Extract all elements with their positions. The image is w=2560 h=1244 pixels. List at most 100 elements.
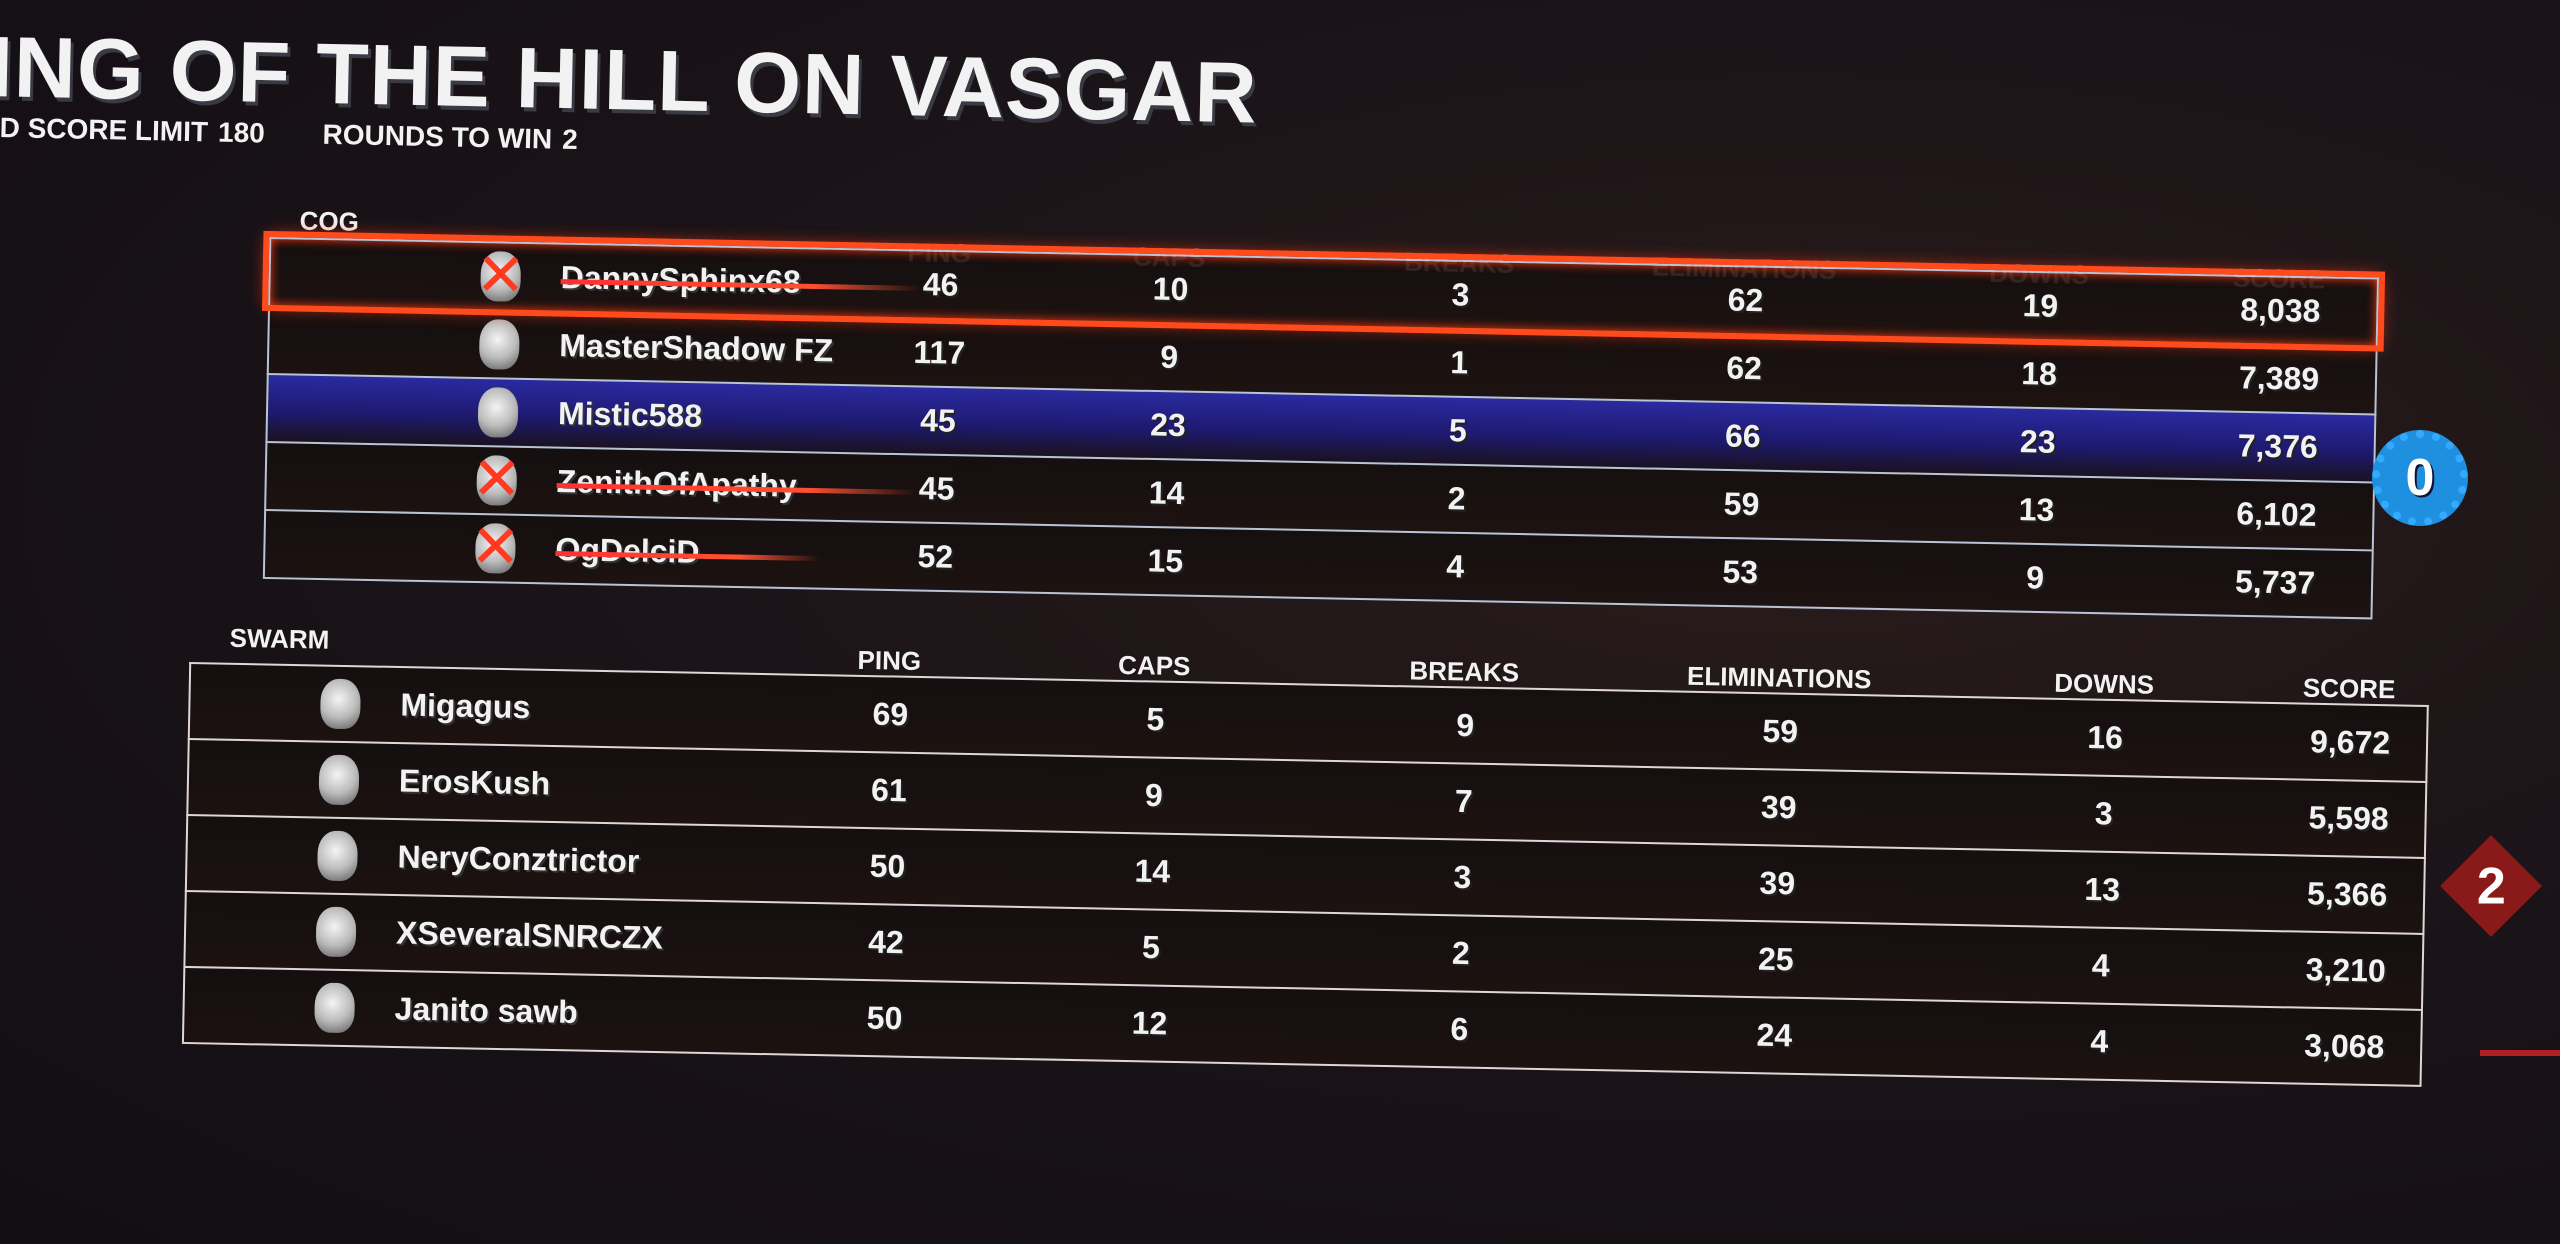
player-name[interactable]: MasterShadow FZ xyxy=(559,327,834,369)
player-name[interactable]: XSeveralSNRCZX xyxy=(395,914,664,956)
player-breaks: 9 xyxy=(1456,706,1475,744)
player-avatar-icon xyxy=(478,319,520,370)
player-ping: 50 xyxy=(869,847,906,885)
player-caps: 9 xyxy=(1160,338,1179,375)
player-breaks: 1 xyxy=(1449,344,1469,381)
player-avatar-icon xyxy=(314,982,356,1034)
player-breaks: 6 xyxy=(1450,1010,1469,1048)
player-ping: 46 xyxy=(922,266,959,303)
swarm-rounds-won: 2 xyxy=(2476,856,2506,915)
player-name[interactable]: Janito sawb xyxy=(394,990,579,1031)
player-breaks: 7 xyxy=(1454,782,1474,820)
player-ping: 61 xyxy=(870,771,908,809)
player-score: 7,376 xyxy=(2237,427,2319,465)
player-caps: 14 xyxy=(1134,852,1171,890)
team-label-swarm: SWARM xyxy=(229,622,330,655)
player-ping: 69 xyxy=(872,695,909,733)
player-downs: 16 xyxy=(2087,718,2124,756)
player-eliminations: 39 xyxy=(1760,788,1797,826)
cog-scoreboard: COG ✕ DannySphinx68 46 10 3 62 19 8,038 MasterSh… xyxy=(262,205,2385,620)
player-score: 5,737 xyxy=(2234,563,2316,601)
player-caps: 5 xyxy=(1146,700,1165,738)
player-score: 3,210 xyxy=(2305,951,2387,989)
player-avatar-icon xyxy=(477,387,519,438)
player-avatar-icon: ✕ xyxy=(470,513,522,581)
column-header-caps[interactable]: CAPS xyxy=(1117,649,1191,682)
column-header-downs[interactable]: DOWNS xyxy=(2054,667,2155,700)
player-score: 5,366 xyxy=(2306,875,2388,913)
player-name[interactable]: OgDelciD xyxy=(555,531,700,570)
eliminated-x-icon: ✕ xyxy=(469,512,522,581)
player-downs: 13 xyxy=(2084,870,2121,908)
player-eliminations: 59 xyxy=(1723,485,1760,523)
player-name[interactable]: ZenithOfApathy xyxy=(556,463,798,504)
player-name[interactable]: Migagus xyxy=(400,686,531,726)
player-caps: 10 xyxy=(1152,270,1189,308)
player-score: 6,102 xyxy=(2236,495,2317,533)
player-score: 9,672 xyxy=(2309,723,2391,761)
column-header-ping[interactable]: PING xyxy=(857,644,922,677)
player-name[interactable]: DannySphinx68 xyxy=(560,259,802,300)
player-caps: 12 xyxy=(1131,1004,1168,1042)
player-downs: 19 xyxy=(2022,287,2059,324)
player-score: 7,389 xyxy=(2238,359,2320,397)
player-ping: 52 xyxy=(917,537,954,575)
player-downs: 9 xyxy=(2025,559,2045,596)
swarm-rounds-emblem-icon: 2 xyxy=(2440,835,2542,937)
player-eliminations: 24 xyxy=(1756,1016,1793,1054)
player-avatar-icon: ✕ xyxy=(471,445,523,513)
player-caps: 15 xyxy=(1147,542,1184,580)
player-ping: 117 xyxy=(913,333,966,371)
score-limit-value: 180 xyxy=(217,116,266,149)
player-breaks: 5 xyxy=(1448,412,1468,449)
player-score: 5,598 xyxy=(2308,799,2390,837)
player-downs: 18 xyxy=(2020,355,2058,392)
column-header-score[interactable]: SCORE xyxy=(2302,672,2396,705)
player-breaks: 3 xyxy=(1453,858,1472,896)
cog-rounds-emblem-icon: 0 xyxy=(2372,430,2468,526)
player-ping: 42 xyxy=(867,923,905,961)
player-breaks: 2 xyxy=(1451,934,1471,972)
swarm-accent-bar xyxy=(2480,1050,2560,1056)
player-caps: 14 xyxy=(1148,474,1185,512)
player-downs: 4 xyxy=(2090,1023,2109,1060)
player-avatar-icon xyxy=(318,754,360,806)
player-avatar-icon xyxy=(315,906,357,958)
player-eliminations: 66 xyxy=(1724,417,1761,455)
eliminated-x-icon: ✕ xyxy=(471,444,523,513)
column-header-eliminations[interactable]: ELIMINATIONS xyxy=(1686,660,1872,695)
score-limit-label: D SCORE LIMIT xyxy=(0,112,209,148)
player-caps: 9 xyxy=(1144,776,1164,814)
player-eliminations: 25 xyxy=(1757,940,1794,978)
player-ping: 45 xyxy=(919,402,957,439)
player-ping: 50 xyxy=(866,999,903,1037)
player-breaks: 2 xyxy=(1447,480,1466,517)
player-breaks: 4 xyxy=(1446,548,1465,585)
player-downs: 23 xyxy=(2019,423,2056,460)
player-name[interactable]: NeryConztrictor xyxy=(397,838,640,880)
player-score: 3,068 xyxy=(2303,1027,2385,1065)
team-label-cog: COG xyxy=(299,205,360,237)
player-eliminations: 62 xyxy=(1726,349,1763,387)
eliminated-x-icon: ✕ xyxy=(474,240,527,309)
player-caps: 23 xyxy=(1149,406,1187,444)
player-ping: 45 xyxy=(918,470,955,507)
player-name[interactable]: Mistic588 xyxy=(557,395,703,434)
player-downs: 13 xyxy=(2018,491,2055,528)
player-breaks: 3 xyxy=(1451,276,1470,313)
player-eliminations: 62 xyxy=(1727,281,1764,319)
player-name[interactable]: ErosKush xyxy=(398,762,551,802)
player-eliminations: 59 xyxy=(1762,712,1799,750)
player-eliminations: 39 xyxy=(1759,864,1796,902)
player-avatar-icon xyxy=(319,678,361,730)
player-downs: 4 xyxy=(2091,947,2110,984)
player-downs: 3 xyxy=(2094,795,2113,832)
rounds-label: ROUNDS TO WIN xyxy=(322,118,553,155)
rounds-value: 2 xyxy=(561,123,579,156)
player-avatar-icon xyxy=(317,830,359,882)
column-header-breaks[interactable]: BREAKS xyxy=(1409,655,1520,688)
cog-rounds-won: 0 xyxy=(2405,449,2435,507)
player-caps: 5 xyxy=(1141,928,1161,966)
player-score: 8,038 xyxy=(2239,291,2321,329)
player-eliminations: 53 xyxy=(1722,553,1759,591)
